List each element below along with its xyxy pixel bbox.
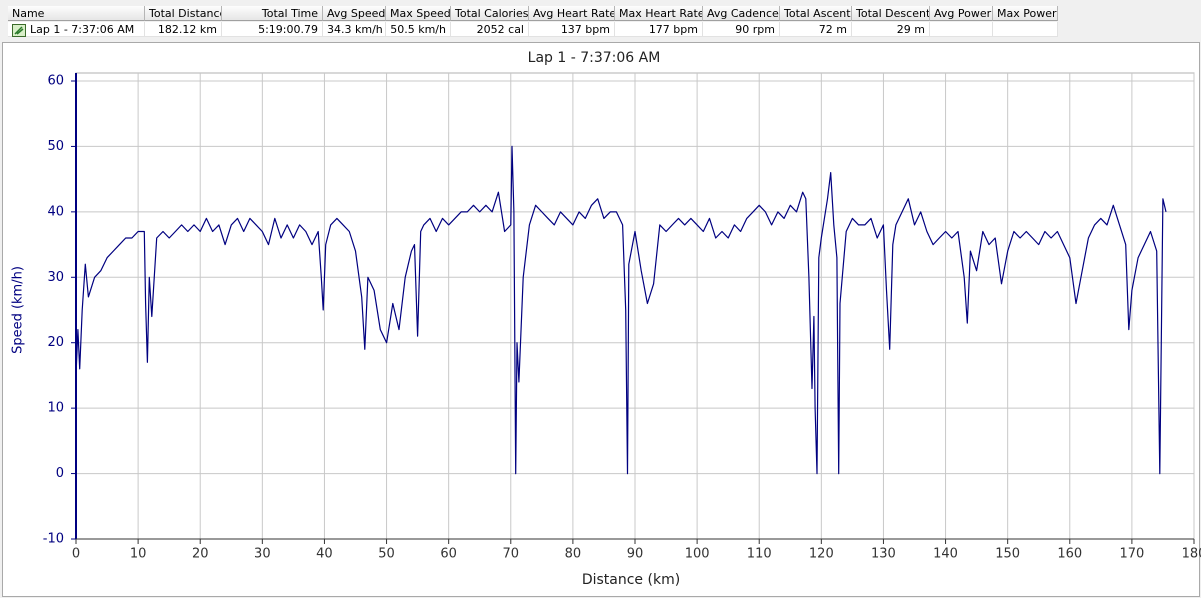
y-tick-label: 50 [47, 139, 64, 154]
x-tick-label: 90 [627, 547, 644, 562]
x-tick-label: 70 [503, 547, 520, 562]
x-tick-label: 150 [995, 547, 1020, 562]
y-axis-label: Speed (km/h) [11, 266, 26, 354]
column-header: Avg Speed [323, 6, 386, 21]
chart-title: Lap 1 - 7:37:06 AM [528, 50, 661, 66]
x-tick-label: 160 [1057, 547, 1082, 562]
x-tick-label: 100 [685, 547, 710, 562]
y-tick-label: 40 [47, 204, 64, 219]
x-tick-label: 130 [871, 547, 896, 562]
x-tick-label: 20 [192, 547, 209, 562]
column-header: Max Speed [386, 6, 451, 21]
column-header: Avg Cadence [703, 6, 780, 21]
column-header: Max Power [993, 6, 1058, 21]
table-cell: 2052 cal [451, 22, 529, 37]
column-header: Avg Heart Rate [529, 6, 615, 21]
x-tick-label: 0 [72, 547, 80, 562]
y-tick-label: 30 [47, 270, 64, 285]
speed-line [75, 145, 1167, 475]
table-cell [993, 22, 1058, 37]
table-cell: 34.3 km/h [323, 22, 386, 37]
column-header: Total Calories [451, 6, 529, 21]
table-cell [930, 22, 993, 37]
column-header: Total Distance [145, 6, 222, 21]
x-tick-label: 170 [1119, 547, 1144, 562]
column-header: Total Ascent [780, 6, 852, 21]
x-tick-label: 120 [809, 547, 834, 562]
x-tick-label: 40 [316, 547, 333, 562]
lap-icon [12, 24, 26, 37]
column-header: Total Descent [852, 6, 930, 21]
table-cell: 72 m [780, 22, 852, 37]
x-tick-label: 10 [130, 547, 147, 562]
column-header: Avg Power [930, 6, 993, 21]
column-header: Total Time [222, 6, 323, 21]
x-axis-label: Distance (km) [582, 572, 680, 588]
column-header: Max Heart Rate [615, 6, 703, 21]
table-cell: 182.12 km [145, 22, 222, 37]
table-cell: 5:19:00.79 [222, 22, 323, 37]
x-tick-label: 30 [254, 547, 271, 562]
column-header: Name [8, 6, 145, 21]
icon-lines [14, 26, 24, 35]
x-tick-label: 110 [747, 547, 772, 562]
x-tick-label: 50 [378, 547, 395, 562]
x-tick-label: 180 [1182, 547, 1201, 562]
y-tick-label: 20 [47, 335, 64, 350]
table-cell: 137 bpm [529, 22, 615, 37]
y-tick-label: 60 [47, 74, 64, 89]
y-tick-label: -10 [43, 532, 64, 547]
table-cell: 177 bpm [615, 22, 703, 37]
x-tick-label: 80 [565, 547, 582, 562]
y-tick-label: 0 [56, 466, 64, 481]
x-tick-label: 60 [440, 547, 457, 562]
table-cell: 50.5 km/h [386, 22, 451, 37]
table-cell: 29 m [852, 22, 930, 37]
y-tick-label: 10 [47, 401, 64, 416]
table-cell: 90 rpm [703, 22, 780, 37]
table-cell: Lap 1 - 7:37:06 AM [8, 22, 145, 37]
x-tick-label: 140 [933, 547, 958, 562]
